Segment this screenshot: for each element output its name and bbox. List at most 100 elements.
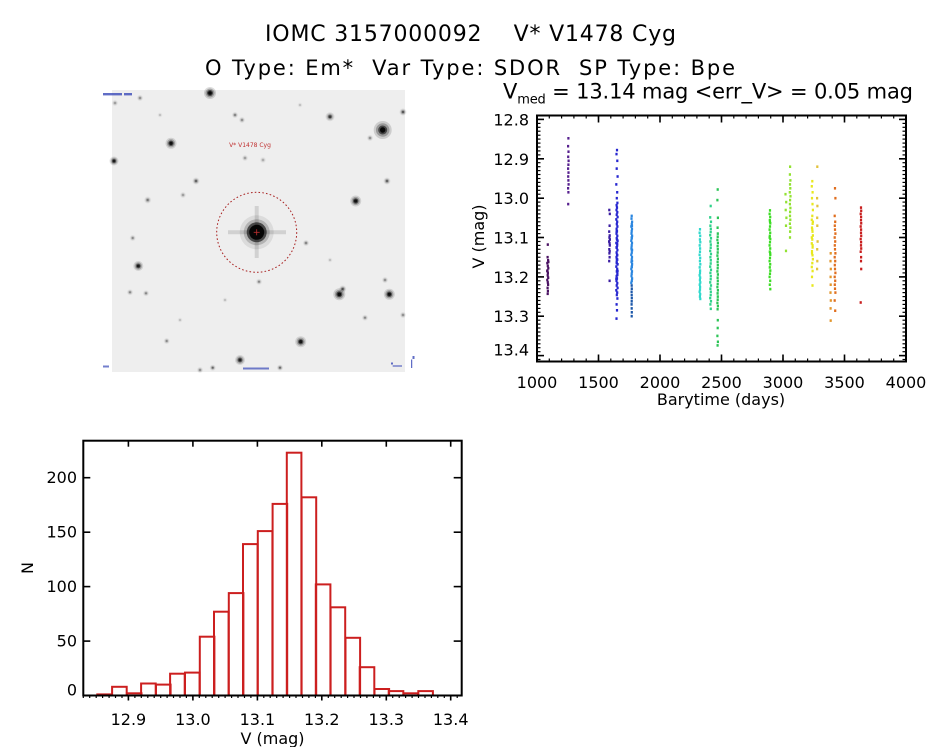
x-tick-label: 1000 <box>517 373 558 392</box>
data-point <box>789 226 792 229</box>
data-point <box>709 220 713 224</box>
lc-series-2 <box>567 137 570 206</box>
data-point <box>699 247 702 250</box>
data-point <box>630 229 633 233</box>
data-point <box>608 252 611 255</box>
star-glow <box>401 110 405 114</box>
data-point <box>615 257 618 261</box>
data-point <box>784 208 787 212</box>
histogram-bar <box>140 682 157 697</box>
data-point <box>716 298 719 301</box>
star-glow <box>198 368 202 372</box>
data-point <box>811 261 814 265</box>
data-point <box>547 276 550 279</box>
data-point <box>834 252 837 255</box>
histogram-bar <box>198 635 216 697</box>
star-glow <box>238 358 242 362</box>
date-label-glyphs <box>243 367 269 370</box>
histogram-bar <box>329 606 347 697</box>
star-glow <box>113 101 117 105</box>
data-point <box>768 212 771 216</box>
data-point <box>709 255 712 259</box>
data-point <box>698 259 701 263</box>
star-glow <box>139 97 141 99</box>
aperture-circle <box>216 191 298 273</box>
star-glow <box>239 117 245 123</box>
star <box>277 364 283 371</box>
star-glow <box>233 113 237 117</box>
star-glow <box>401 313 405 317</box>
data-point <box>716 263 719 267</box>
data-point <box>768 236 771 239</box>
data-point <box>567 171 570 174</box>
star-glow <box>387 292 391 296</box>
data-point <box>615 208 618 212</box>
data-point <box>709 216 712 219</box>
star <box>133 261 144 271</box>
data-point <box>630 281 633 285</box>
data-point <box>567 183 570 186</box>
histogram-bar <box>213 610 230 697</box>
data-point <box>716 334 719 338</box>
data-point <box>630 279 633 283</box>
data-point <box>784 249 788 253</box>
data-point <box>630 248 633 251</box>
data-point <box>811 284 814 287</box>
y-axis-label: N <box>18 562 37 574</box>
data-point <box>716 238 719 242</box>
light-curve-axes: 1000 1500 2000 2500 3000 3500 4000 12.8 12.9 13.0… <box>493 110 926 392</box>
data-point <box>788 236 792 239</box>
star-glow <box>380 127 386 133</box>
data-point <box>630 270 634 273</box>
lc-series-6 <box>630 284 633 318</box>
data-point <box>859 259 863 263</box>
x-tick-label: 13.4 <box>433 710 469 729</box>
star <box>180 192 186 198</box>
data-point <box>699 240 702 244</box>
star-glow <box>158 113 162 117</box>
star-glow <box>224 299 226 301</box>
data-point <box>616 248 619 252</box>
data-point <box>630 232 633 235</box>
star <box>127 289 133 296</box>
data-point <box>811 228 814 231</box>
star-glow <box>181 193 185 197</box>
data-point <box>698 271 702 275</box>
data-point <box>616 234 619 238</box>
lc-series-11 <box>784 165 792 253</box>
data-point <box>698 231 701 235</box>
compass-icon <box>391 356 415 368</box>
data-point <box>716 248 719 251</box>
data-point <box>567 175 570 178</box>
data-point <box>615 183 618 186</box>
data-point <box>709 296 712 300</box>
data-point <box>616 175 619 178</box>
star-glow <box>197 367 203 373</box>
histogram-bar <box>300 496 318 697</box>
data-point <box>630 287 633 290</box>
data-point <box>860 240 863 244</box>
star-glow <box>211 366 215 370</box>
star-glow <box>194 179 198 183</box>
star <box>325 112 335 122</box>
data-point <box>769 222 772 225</box>
star-glow <box>384 279 386 281</box>
data-point <box>630 253 633 257</box>
data-point <box>859 212 862 216</box>
histogram-bar <box>169 672 186 697</box>
data-point <box>699 234 702 238</box>
histogram-bars <box>96 451 434 697</box>
data-point <box>811 238 814 241</box>
data-point <box>788 191 791 194</box>
star-glow <box>131 236 135 240</box>
x-axis-label: Barytime (days) <box>657 390 785 409</box>
data-point <box>698 283 701 286</box>
data-point <box>833 236 836 239</box>
data-point <box>567 137 570 140</box>
data-point <box>615 232 618 235</box>
data-point <box>616 244 619 247</box>
data-point <box>546 264 549 268</box>
data-point <box>630 241 634 245</box>
star <box>399 108 407 116</box>
